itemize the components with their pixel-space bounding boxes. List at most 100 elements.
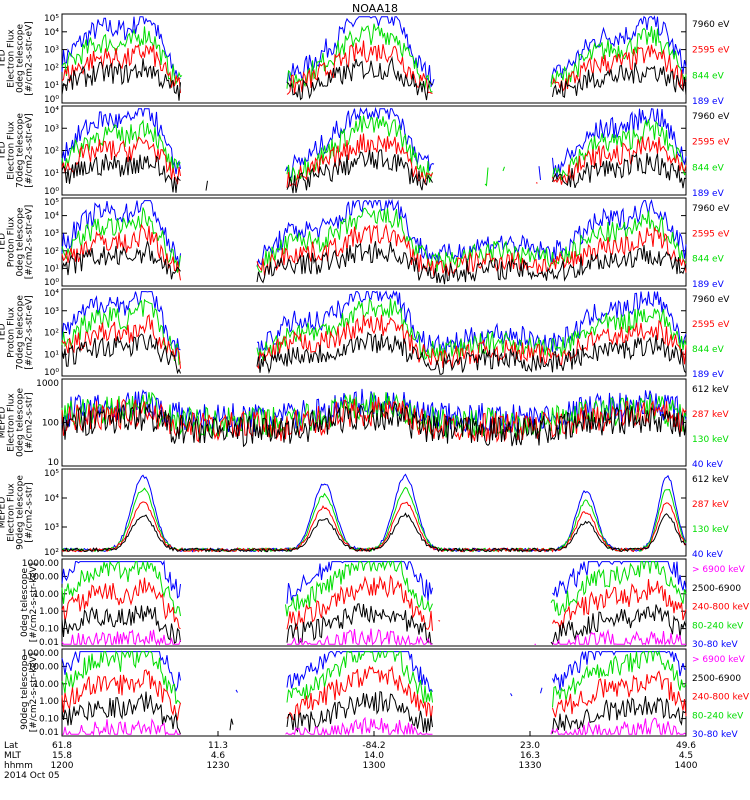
panel-1: 10⁰ 10¹ 10² 10³ 10⁴ 10⁵ TEDElectron Flux0deg t… xyxy=(0,13,730,107)
series-trace xyxy=(540,687,543,694)
y-tick-label: 0.01 xyxy=(39,728,59,738)
y-tick-label: 10⁴ xyxy=(44,289,59,299)
legend-entry: 287 keV xyxy=(692,500,729,510)
legend-entry: 2595 eV xyxy=(692,320,730,330)
series-trace xyxy=(61,223,181,281)
series-trace xyxy=(61,501,687,553)
y-axis-label-line: Electron Flux xyxy=(7,393,17,452)
legend-entry: 40 keV xyxy=(692,460,724,470)
series-trace xyxy=(550,15,687,84)
y-axis-label-line: TED xyxy=(0,233,8,252)
series-trace xyxy=(286,651,433,693)
series-trace xyxy=(285,560,433,617)
series-trace xyxy=(61,560,181,617)
x-tick-label-hhmm: 1400 xyxy=(675,761,698,771)
legend-entry: 40 keV xyxy=(692,550,724,560)
series-trace xyxy=(286,23,433,93)
y-axis-label: 90deg telescope[#/cm2-s-str-keV] xyxy=(20,653,39,732)
x-tick-label-hhmm: 1200 xyxy=(51,761,74,771)
series-trace xyxy=(286,665,433,721)
series-trace xyxy=(61,651,181,692)
series-trace xyxy=(286,574,433,631)
legend-entry: 2500-6900 xyxy=(692,584,741,594)
x-tick-label-hhmm: 1330 xyxy=(519,761,542,771)
y-axis-label-line: [#/cm2-s-str] xyxy=(25,392,35,452)
y-tick-label: 10.00 xyxy=(33,680,59,690)
series-trace xyxy=(61,136,181,185)
legend-entry: 30-80 keV xyxy=(692,730,738,740)
y-tick-label: 10⁰ xyxy=(44,368,59,378)
series-trace xyxy=(61,473,687,553)
y-tick-label: 10⁰ xyxy=(44,187,59,197)
y-tick-label: 100 xyxy=(42,419,59,429)
series-trace xyxy=(502,166,505,172)
legend-entry: 2595 eV xyxy=(692,46,730,56)
y-tick-label: 0.10 xyxy=(39,715,59,725)
series-trace xyxy=(61,669,181,722)
series-trace xyxy=(550,604,687,646)
y-axis-label-line: TED xyxy=(0,49,8,68)
y-axis-label-line: Proton Flux xyxy=(7,307,17,358)
series-trace xyxy=(552,152,687,189)
y-axis-label: TEDElectron Flux70deg telescope[#/cm2-s-… xyxy=(0,113,35,188)
y-tick-label: 10⁵ xyxy=(44,469,59,479)
series-trace xyxy=(61,512,687,553)
series-trace xyxy=(61,629,181,647)
series-trace xyxy=(61,58,181,101)
series-trace xyxy=(285,106,435,180)
y-axis-label-line: [#/cm2-s-str-keV] xyxy=(29,563,39,642)
y-axis-label-line: 0deg telescope xyxy=(16,24,26,94)
legend-entry: 240-800 keV xyxy=(692,603,750,613)
series-trace xyxy=(257,289,687,359)
series-trace xyxy=(550,561,687,616)
legend-entry: 844 eV xyxy=(692,163,725,173)
date-label: 2014 Oct 05 xyxy=(4,771,60,781)
series-trace xyxy=(552,696,687,734)
legend-entry: > 6900 keV xyxy=(692,655,746,665)
y-tick-label: 100.00 xyxy=(28,662,60,672)
series-trace xyxy=(552,119,687,181)
legend-entry: 7960 eV xyxy=(692,295,730,305)
series-trace xyxy=(552,628,686,646)
y-tick-label: 10² xyxy=(44,548,59,558)
y-tick-label: 10³ xyxy=(44,124,59,134)
series-trace xyxy=(552,579,687,630)
y-tick-label: 1000.00 xyxy=(22,559,59,569)
series-trace xyxy=(61,559,181,599)
series-trace xyxy=(61,119,181,173)
legend-entry: 189 eV xyxy=(692,97,725,107)
y-tick-label: 10¹ xyxy=(44,169,59,179)
y-tick-label: 10³ xyxy=(44,307,59,317)
series-trace xyxy=(286,603,433,646)
series-trace xyxy=(61,691,181,735)
y-tick-label: 100.00 xyxy=(28,572,60,582)
y-axis-label: TEDElectron Flux0deg telescope[#/cm2-s-s… xyxy=(0,21,35,96)
y-tick-label: 10¹ xyxy=(44,350,59,360)
legend-entry: 189 eV xyxy=(692,370,725,380)
y-axis-label-line: Proton Flux xyxy=(7,216,17,267)
series-trace xyxy=(256,314,687,370)
series-trace xyxy=(256,331,687,375)
legend-entry: 7960 eV xyxy=(692,20,730,30)
x-tick-label-lat: 61.8 xyxy=(52,741,72,751)
x-tick-label-lat: -84.2 xyxy=(362,741,385,751)
series-trace xyxy=(61,402,687,448)
x-tick-label-lat: 11.3 xyxy=(208,741,228,751)
series-trace xyxy=(256,223,687,278)
y-tick-label: 10⁴ xyxy=(44,494,59,504)
x-tick-label-mlt: 14.0 xyxy=(364,751,384,761)
y-tick-label: 10⁵ xyxy=(44,14,59,24)
y-axis-label: TEDProton Flux0deg telescope[#/cm2-s-str… xyxy=(0,205,35,280)
y-tick-label: 10⁴ xyxy=(44,106,59,116)
legend-entry: 80-240 keV xyxy=(692,621,744,631)
series-trace xyxy=(538,166,541,180)
series-trace xyxy=(438,619,441,622)
x-tick-label-mlt: 4.5 xyxy=(679,751,693,761)
panel-4: 10⁰ 10¹ 10² 10³ 10⁴ TEDProton Flux70deg teles… xyxy=(0,288,730,380)
series-trace xyxy=(285,716,433,737)
legend-entry: 80-240 keV xyxy=(692,711,744,721)
y-axis-label-line: 0deg telescope xyxy=(16,207,26,277)
x-tick-label-mlt: 16.3 xyxy=(520,751,540,761)
